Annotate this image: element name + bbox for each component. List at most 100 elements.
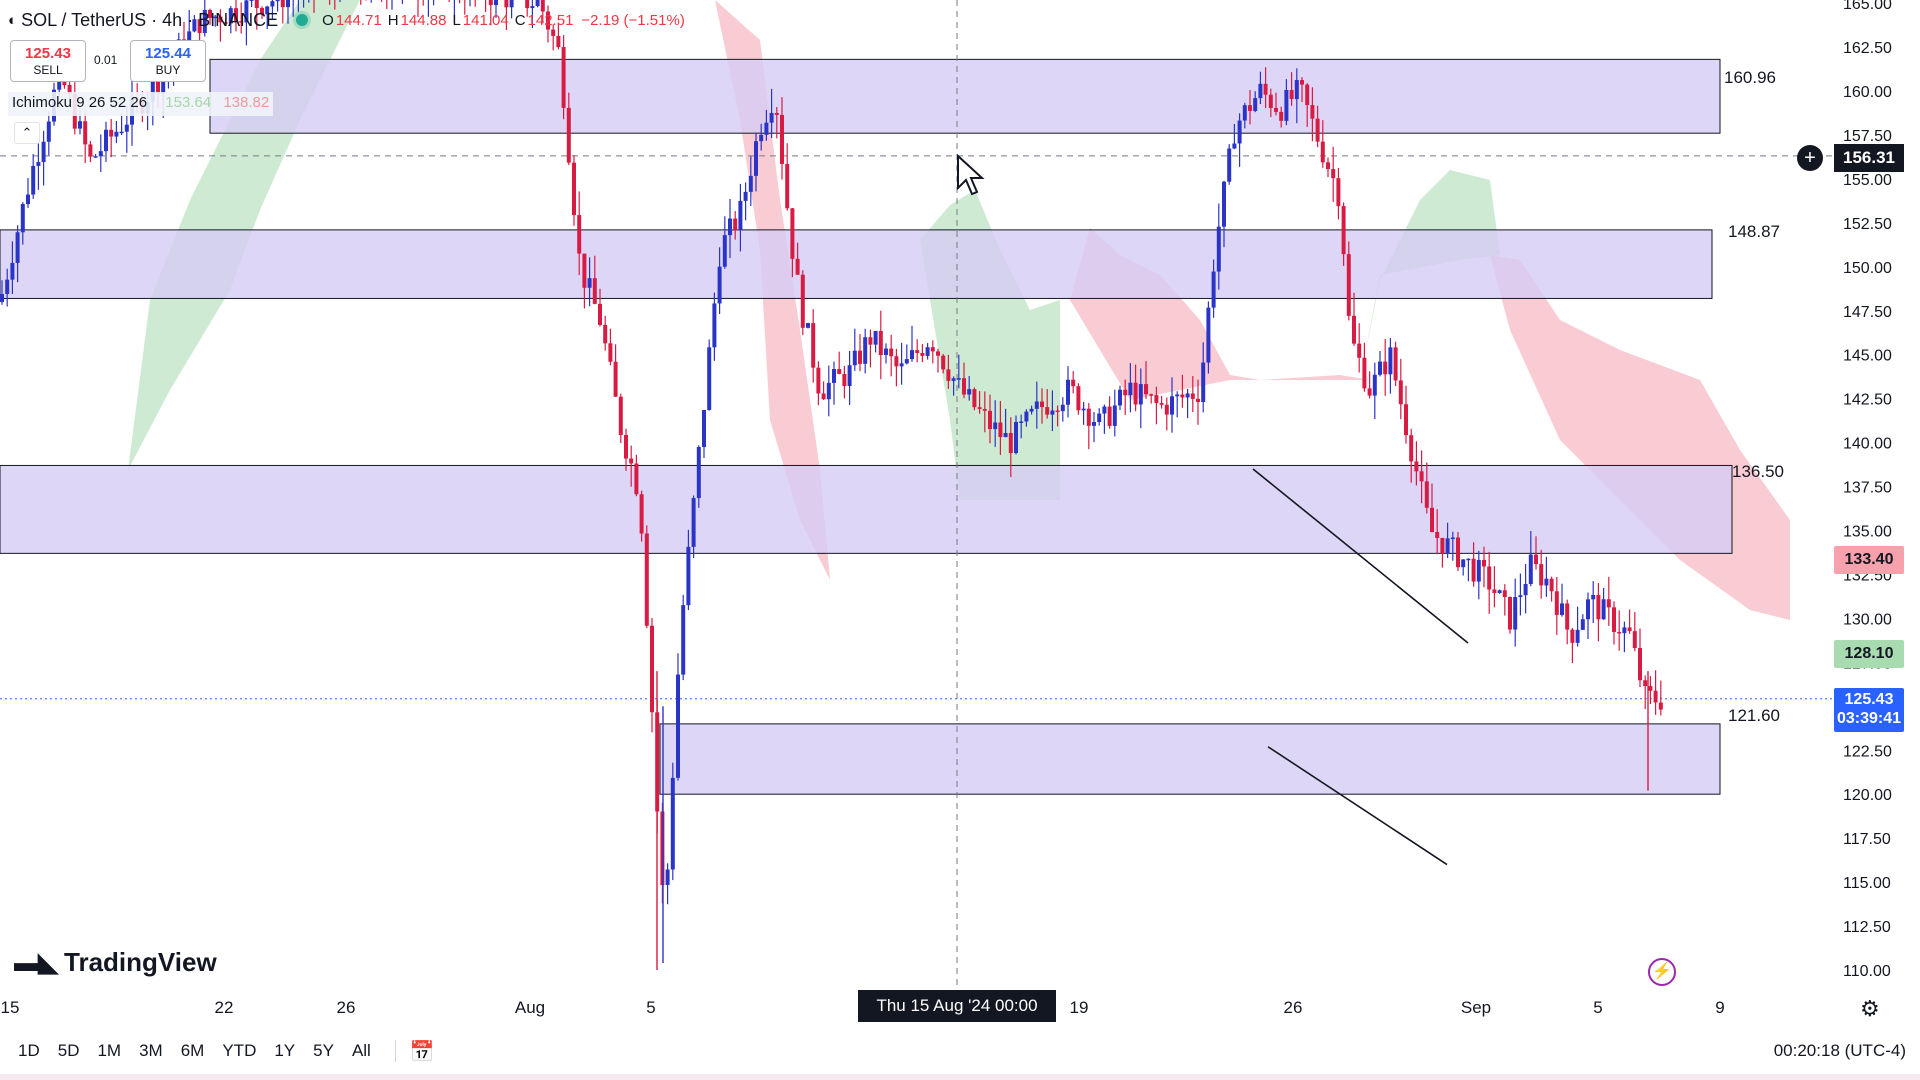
- candle-body: [1253, 98, 1258, 111]
- range-3m[interactable]: 3M: [139, 1041, 163, 1060]
- candle-body: [509, 0, 514, 8]
- trendline-2: [1267, 746, 1448, 866]
- candle: [1164, 397, 1169, 431]
- candle-body: [681, 605, 686, 675]
- time-tick-label: 9: [1715, 998, 1724, 1017]
- candle-body: [899, 363, 904, 367]
- candle: [1190, 376, 1195, 413]
- candle: [587, 257, 592, 307]
- candle-body: [1580, 619, 1585, 630]
- candle-body: [1138, 384, 1143, 405]
- candle-body: [1388, 347, 1393, 375]
- candle: [1242, 102, 1247, 129]
- candle: [582, 253, 587, 309]
- candle-body: [1586, 599, 1590, 620]
- range-6m[interactable]: 6M: [180, 1041, 205, 1060]
- candle-body: [1102, 406, 1107, 414]
- candle-body: [1045, 407, 1050, 415]
- candle-body: [5, 279, 10, 295]
- candle-body: [618, 396, 623, 435]
- candle-body: [10, 262, 15, 280]
- candle: [1362, 342, 1367, 392]
- tradingview-logo[interactable]: ▬◣ TradingView: [14, 947, 217, 978]
- candle: [816, 361, 821, 406]
- range-all[interactable]: All: [351, 1041, 371, 1060]
- candle: [1206, 301, 1211, 374]
- candle-body: [811, 323, 816, 368]
- settings-gear-icon[interactable]: ⚙: [1860, 996, 1880, 1021]
- candle-body: [1216, 226, 1221, 272]
- candle-body: [748, 175, 753, 192]
- candle-body: [1019, 421, 1024, 423]
- candle: [1232, 124, 1237, 150]
- candle-body: [1523, 583, 1528, 596]
- price-tick-label: 110.00: [1843, 963, 1891, 980]
- candle: [1378, 351, 1382, 377]
- candle-body: [1341, 206, 1346, 255]
- candle-body: [1190, 393, 1195, 399]
- range-1m[interactable]: 1M: [97, 1041, 122, 1060]
- time-axis[interactable]: 15 22 26 Aug 5 19 26 Sep 5 9: [1, 998, 1725, 1017]
- add-alert-icon[interactable]: +: [1797, 145, 1823, 171]
- candle: [31, 153, 36, 199]
- candle-body: [1149, 394, 1154, 396]
- candle-body: [1502, 590, 1507, 597]
- candle: [1107, 396, 1112, 429]
- candle-body: [192, 19, 197, 32]
- symbol-legend[interactable]: ◐ SOL / TetherUS · 4h · BINANCE O 144.71 H…: [8, 8, 691, 32]
- candle: [1632, 611, 1637, 652]
- range-ytd[interactable]: YTD: [222, 1041, 257, 1060]
- candle-body: [249, 0, 254, 1]
- candle: [1118, 385, 1122, 411]
- candle-body: [1539, 564, 1544, 586]
- sell-button[interactable]: 125.43 SELL: [10, 40, 86, 82]
- candle-body: [852, 350, 857, 366]
- candle-body: [858, 350, 862, 364]
- candle-body: [603, 324, 608, 344]
- range-1d[interactable]: 1D: [18, 1041, 40, 1060]
- candle: [1502, 584, 1507, 616]
- candle-body: [1398, 380, 1403, 405]
- candle: [525, 0, 530, 17]
- candle: [334, 0, 336, 10]
- candle: [1617, 610, 1622, 651]
- candle: [676, 653, 680, 781]
- candle: [1393, 341, 1398, 387]
- candle-body: [254, 0, 259, 8]
- range-5y[interactable]: 5Y: [313, 1041, 334, 1060]
- price-tick-label: 115.00: [1843, 875, 1891, 892]
- trendlines[interactable]: [1252, 468, 1469, 866]
- range-5d[interactable]: 5D: [57, 1041, 80, 1060]
- lightning-icon[interactable]: ⚡: [1648, 958, 1676, 986]
- candle: [453, 0, 455, 23]
- candle: [702, 410, 706, 459]
- candle: [1175, 391, 1180, 418]
- candle-body: [1055, 410, 1060, 412]
- candle-body: [1482, 559, 1486, 567]
- candle-body: [244, 0, 249, 23]
- candle-body: [665, 869, 670, 885]
- buy-button[interactable]: 125.44 BUY: [130, 40, 206, 82]
- candle: [1586, 592, 1590, 640]
- clock-timezone[interactable]: 00:20:18 (UTC-4): [1773, 1041, 1906, 1060]
- candle: [1383, 338, 1388, 396]
- candle: [951, 376, 956, 396]
- candle: [1357, 323, 1362, 373]
- candle: [459, 0, 461, 4]
- time-tick-label: 26: [337, 998, 356, 1017]
- candle: [618, 393, 623, 444]
- collapse-legend-icon[interactable]: ⌃: [14, 122, 40, 144]
- price-tick-label: 137.50: [1843, 480, 1892, 497]
- candle-body: [1653, 690, 1658, 703]
- candle: [1081, 402, 1086, 425]
- candle-body: [988, 410, 992, 430]
- zone-4: [659, 723, 1721, 795]
- candle-body: [1097, 413, 1102, 423]
- go-to-date-icon[interactable]: 📅: [409, 1040, 435, 1063]
- indicator-legend[interactable]: Ichimoku 9 26 52 26 153.64 138.82: [8, 92, 274, 116]
- candle: [26, 178, 30, 208]
- symbol-title: SOL / TetherUS · 4h · BINANCE: [21, 9, 279, 30]
- candle: [1591, 581, 1596, 623]
- range-1y[interactable]: 1Y: [274, 1041, 296, 1060]
